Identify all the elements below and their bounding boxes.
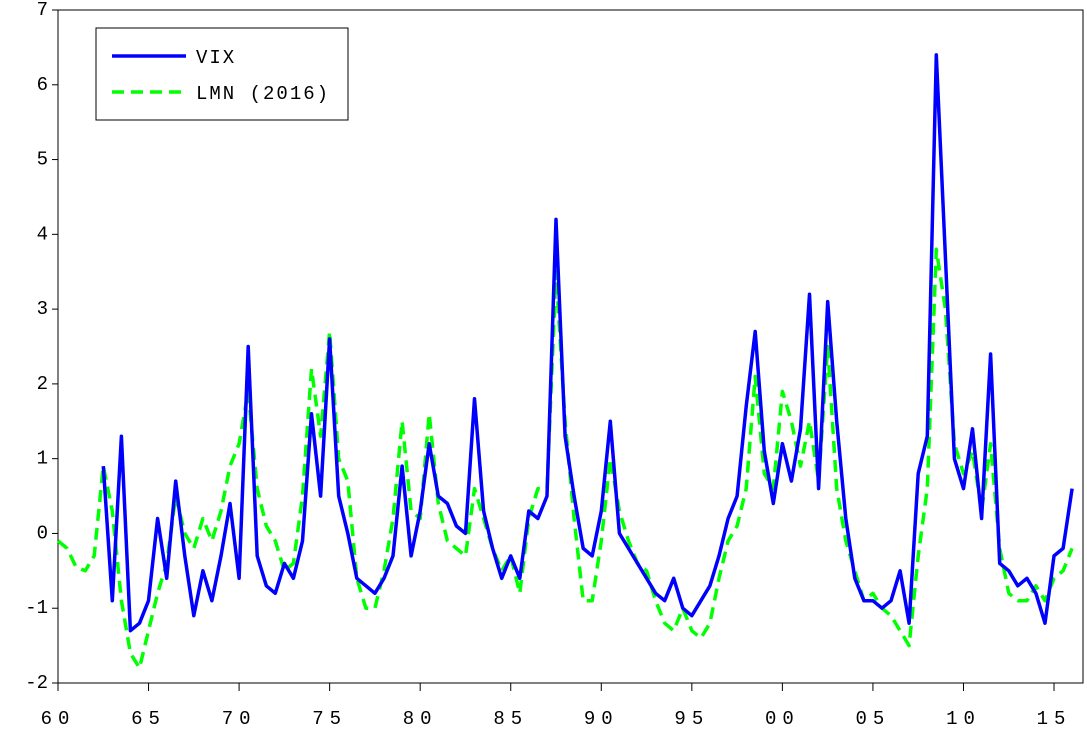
y-tick-label: 2 [37,373,48,395]
x-tick-label: 05 [856,708,891,730]
y-tick-label: -1 [25,597,48,619]
legend-box [95,27,349,121]
y-tick-label: 6 [37,74,48,96]
x-tick-label: 15 [1037,708,1072,730]
y-tick-label: 3 [37,298,48,320]
legend: VIX LMN (2016) [95,27,349,121]
plot-frame [57,9,1084,684]
series-line [56,247,1074,670]
x-tick-label: 90 [584,708,619,730]
y-tick-label: 7 [37,0,48,21]
x-tick-label: 65 [131,708,166,730]
x-tick-label: 80 [403,708,438,730]
y-tick-label: 4 [37,223,48,245]
legend-label: VIX [196,47,236,69]
x-tick-label: 95 [674,708,709,730]
legend-label: LMN (2016) [196,83,330,105]
x-tick-label: 60 [41,708,76,730]
x-tick-label: 70 [222,708,257,730]
y-tick-label: 0 [37,522,48,544]
series-line [101,53,1074,633]
y-tick-label: -2 [25,672,48,694]
x-tick-label: 75 [312,708,347,730]
x-tick-label: 85 [493,708,528,730]
y-tick-label: 1 [37,448,48,470]
x-tick-label: 10 [946,708,981,730]
y-tick-label: 5 [37,149,48,171]
x-tick-label: 00 [765,708,800,730]
